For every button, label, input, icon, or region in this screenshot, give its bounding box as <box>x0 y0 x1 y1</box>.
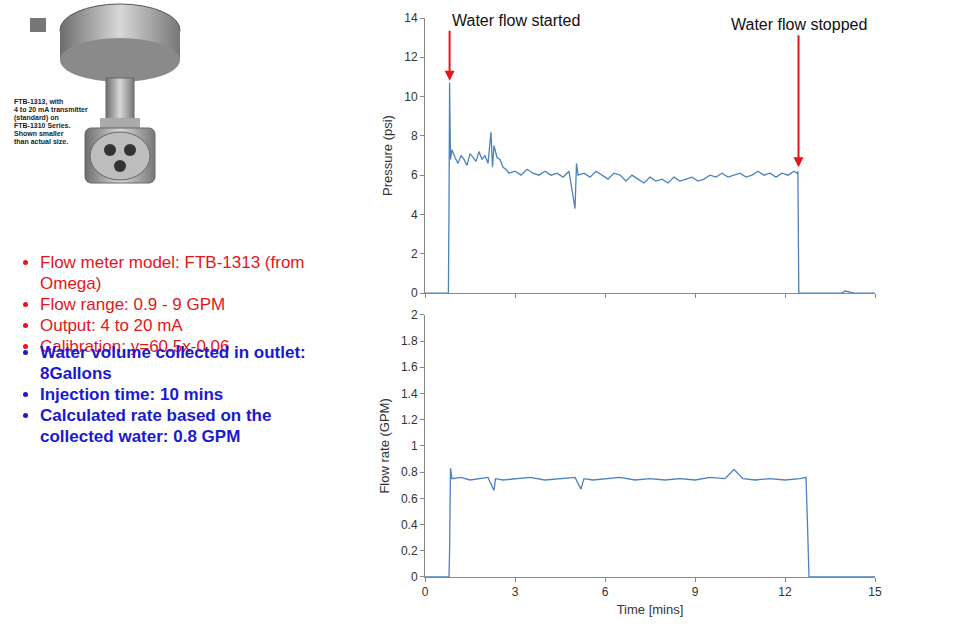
svg-text:2: 2 <box>411 308 418 322</box>
svg-text:12: 12 <box>404 50 418 64</box>
svg-text:0: 0 <box>422 585 429 599</box>
svg-text:0.4: 0.4 <box>401 518 418 532</box>
svg-text:Water flow stopped: Water flow stopped <box>731 16 867 33</box>
svg-text:8: 8 <box>411 129 418 143</box>
svg-text:0: 0 <box>411 570 418 584</box>
svg-text:Water flow started: Water flow started <box>452 12 580 29</box>
svg-text:Flow rate (GPM): Flow rate (GPM) <box>377 398 392 493</box>
html-text:Calibration: y=60.5x-0.06: Calibration: y=60.5x-0.06 <box>40 337 230 356</box>
svg-text:Time [mins]: Time [mins] <box>617 602 684 617</box>
html-text:Water volume collected in outl: Water volume collected in outlet: 8Gallo… <box>40 343 306 383</box>
html-text:than actual size.: than actual size. <box>14 138 69 145</box>
html-text:Shown smaller: Shown smaller <box>14 130 64 137</box>
svg-text:3: 3 <box>512 585 519 599</box>
html-text:Calculated rate based on the c: Calculated rate based on the collected w… <box>40 406 272 446</box>
svg-text:9: 9 <box>692 585 699 599</box>
svg-text:1.2: 1.2 <box>401 413 418 427</box>
svg-text:0.2: 0.2 <box>401 544 418 558</box>
html-text:(standard) on: (standard) on <box>14 114 59 121</box>
svg-text:1.4: 1.4 <box>401 387 418 401</box>
html-text:Injection time: 10 mins: Injection time: 10 mins <box>40 385 224 404</box>
svg-text:0.6: 0.6 <box>401 492 418 506</box>
svg-text:15: 15 <box>868 585 882 599</box>
svg-text:12: 12 <box>778 585 792 599</box>
svg-text:14: 14 <box>404 11 418 25</box>
html-text:FTB-1313, with: FTB-1313, with <box>14 98 64 105</box>
html-text:4 to 20 mA transmitter: 4 to 20 mA transmitter <box>14 106 88 113</box>
html-text:Flow range: 0.9 - 9 GPM: Flow range: 0.9 - 9 GPM <box>40 295 226 314</box>
svg-text:1.8: 1.8 <box>401 334 418 348</box>
html-text:Output: 4 to 20 mA: Output: 4 to 20 mA <box>40 316 183 335</box>
svg-text:0.8: 0.8 <box>401 465 418 479</box>
svg-text:6: 6 <box>602 585 609 599</box>
svg-text:4: 4 <box>411 208 418 222</box>
svg-text:0: 0 <box>411 286 418 300</box>
svg-text:10: 10 <box>404 90 418 104</box>
svg-text:1: 1 <box>411 439 418 453</box>
html-text:FTB-1310 Series.: FTB-1310 Series. <box>14 122 71 129</box>
svg-text:2: 2 <box>411 247 418 261</box>
svg-text:Pressure (psi): Pressure (psi) <box>380 115 395 196</box>
html-text:Flow meter model: FTB-1313 (fr: Flow meter model: FTB-1313 (from Omega) <box>40 253 305 293</box>
svg-text:6: 6 <box>411 168 418 182</box>
svg-text:1.6: 1.6 <box>401 360 418 374</box>
